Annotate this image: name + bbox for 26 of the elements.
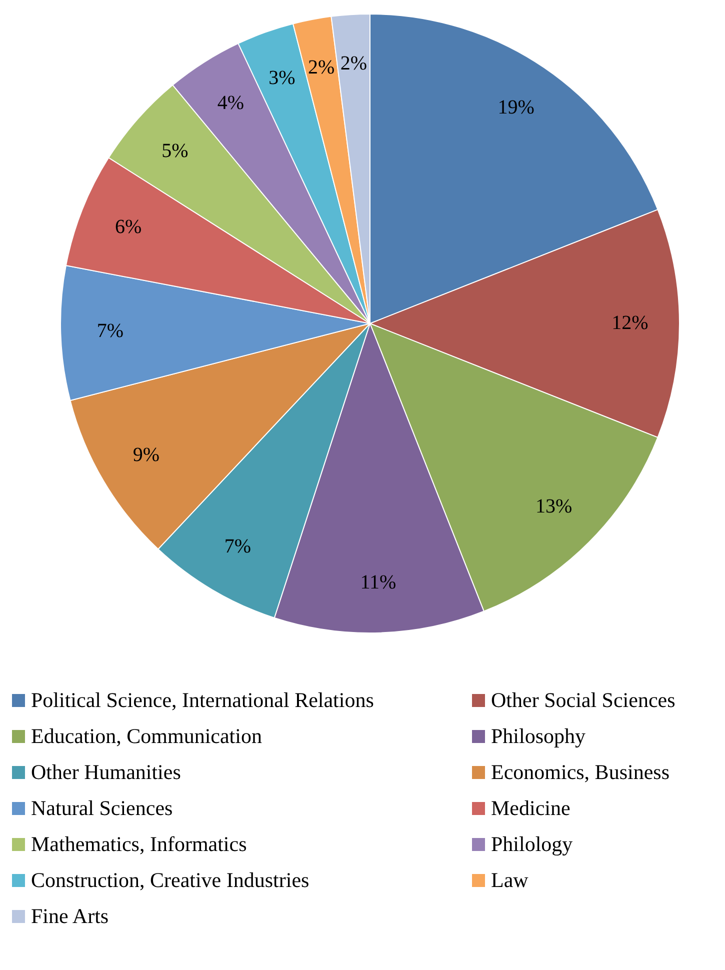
- legend-label: Construction, Creative Industries: [31, 868, 310, 892]
- legend-label: Education, Communication: [31, 724, 262, 748]
- data-label: 6%: [114, 216, 142, 238]
- legend-label: Other Social Sciences: [491, 688, 676, 712]
- data-label: 5%: [162, 140, 188, 162]
- data-label: 2%: [340, 52, 368, 74]
- legend-label: Philosophy: [491, 724, 586, 748]
- data-label: 7%: [96, 320, 124, 342]
- legend-label: Philology: [491, 832, 573, 856]
- legend-label: Mathematics, Informatics: [31, 832, 247, 856]
- legend-label: Medicine: [491, 796, 570, 820]
- data-label: 13%: [536, 496, 572, 518]
- data-label: 2%: [308, 56, 335, 78]
- data-label: 12%: [612, 312, 648, 334]
- legend-label: Fine Arts: [31, 904, 109, 928]
- legend-label: Political Science, International Relations: [31, 688, 374, 712]
- legend-label: Economics, Business: [491, 760, 670, 784]
- data-label: 11%: [360, 572, 396, 594]
- legend-label: Natural Sciences: [31, 796, 173, 820]
- data-label: 7%: [224, 536, 251, 558]
- data-label: 9%: [132, 444, 160, 466]
- legend-label: Other Humanities: [31, 760, 181, 784]
- data-label: 3%: [268, 67, 296, 90]
- data-label: 19%: [498, 96, 534, 119]
- data-label: 4%: [217, 92, 244, 114]
- legend-label: Law: [491, 868, 528, 892]
